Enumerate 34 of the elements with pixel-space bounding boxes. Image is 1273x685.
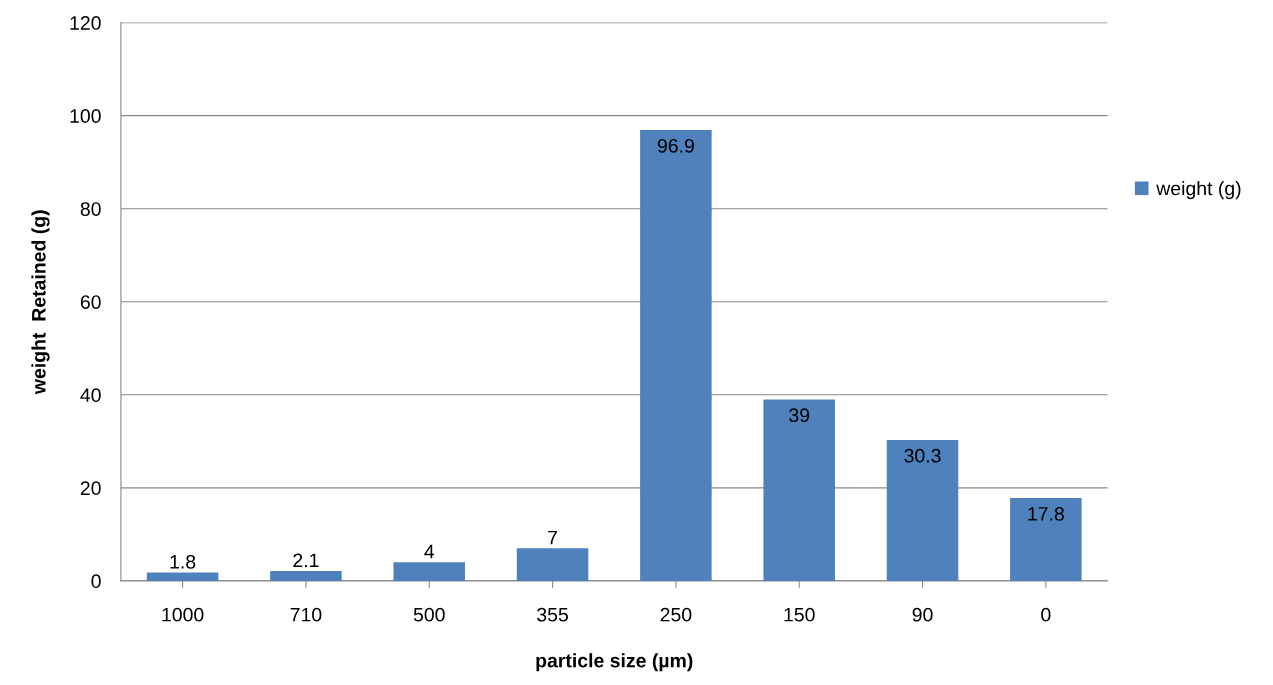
- y-tick-label: 100: [70, 109, 101, 123]
- y-tick-label: 80: [80, 202, 101, 216]
- bar: [270, 571, 342, 581]
- x-tick-label: 250: [660, 607, 692, 622]
- y-tick-label: 60: [80, 295, 101, 309]
- data-label: 2.1: [293, 553, 319, 568]
- bar: [146, 572, 219, 581]
- x-tick-label: 710: [290, 607, 322, 622]
- x-tick-label: 90: [912, 607, 933, 622]
- bar: [763, 399, 835, 581]
- bar: [393, 562, 465, 581]
- bar: [640, 130, 712, 581]
- y-tick-label: 120: [70, 16, 101, 30]
- y-axis-title: weight Retained (g): [31, 210, 50, 395]
- data-label: 17.8: [1028, 506, 1064, 521]
- legend-label: weight (g): [1156, 181, 1241, 200]
- data-label: 1.8: [170, 554, 196, 569]
- x-tick-label: 500: [413, 607, 445, 622]
- data-label: 7: [548, 530, 557, 545]
- x-axis-title: particle size (µm): [536, 653, 693, 672]
- y-tick-label: 0: [91, 574, 101, 589]
- x-tick-label: 355: [537, 607, 568, 622]
- data-label: 39: [789, 408, 810, 423]
- data-label: 30.3: [904, 448, 941, 463]
- x-tick-label: 1000: [162, 607, 204, 622]
- y-tick-label: 20: [80, 481, 101, 496]
- bar: [886, 439, 959, 581]
- bar: [516, 548, 589, 581]
- data-label: 96.9: [657, 138, 694, 153]
- bar: [1010, 498, 1082, 581]
- data-label: 4: [424, 544, 435, 559]
- x-tick-label: 0: [1041, 607, 1051, 622]
- x-tick-label: 150: [784, 607, 815, 622]
- y-tick-label: 40: [80, 388, 101, 403]
